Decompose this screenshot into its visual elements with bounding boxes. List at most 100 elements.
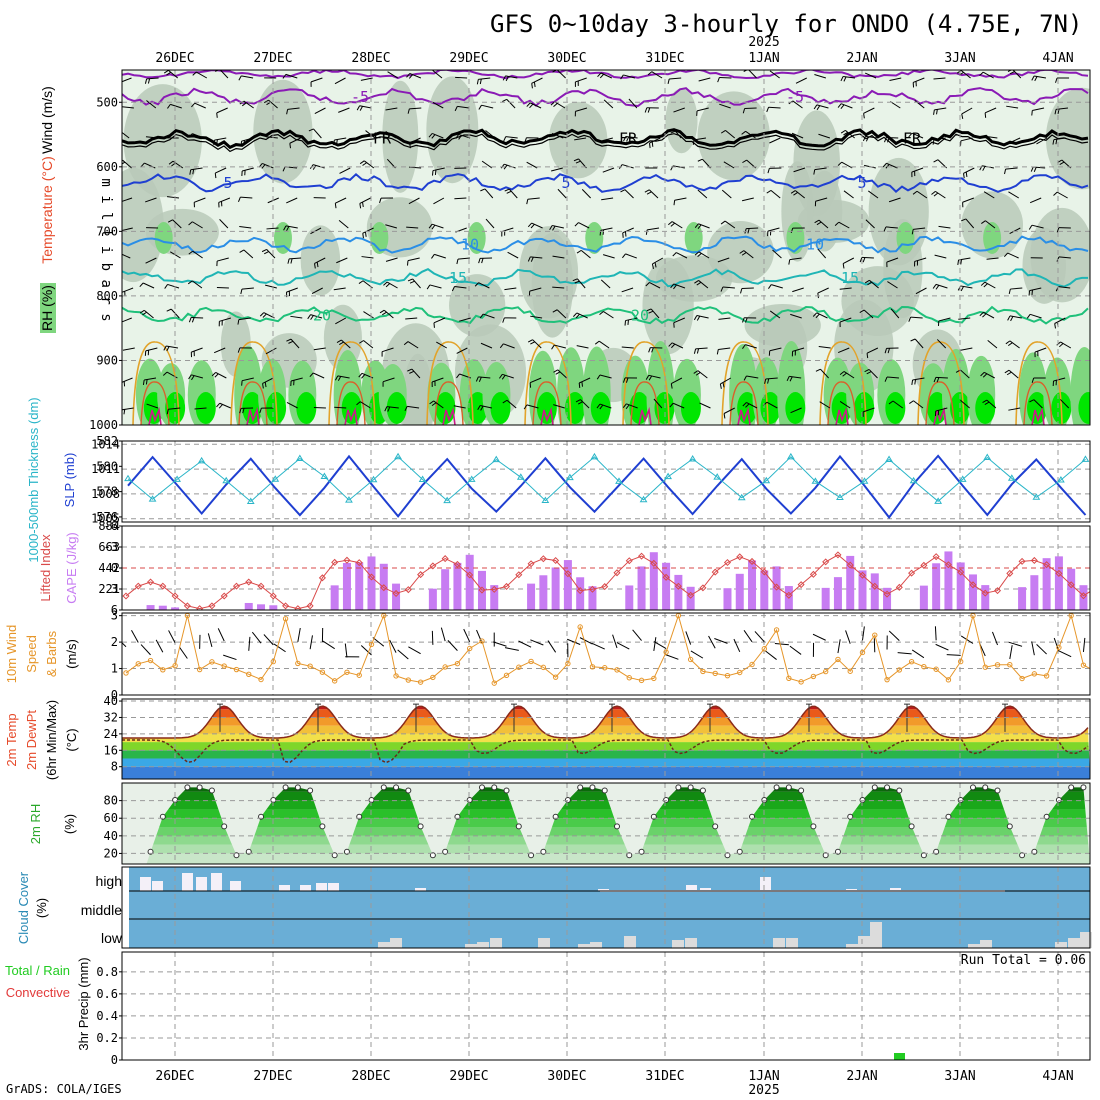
wind-barb-flag: [908, 316, 912, 322]
temp-tick-label: 32: [104, 710, 118, 724]
wind-barb-flag: [720, 286, 724, 292]
wind-barb: [409, 72, 422, 79]
wind-barb-flag: [551, 344, 555, 350]
wind-barb-flag: [529, 103, 534, 109]
wind-barb: [338, 219, 349, 229]
wind-barb-flag: [188, 374, 192, 380]
isotherm-label: 10: [806, 235, 824, 253]
wind-barb: [314, 107, 326, 114]
wind-barb: [194, 102, 206, 109]
wind-barb: [746, 375, 759, 379]
wind-barb-flag: [283, 225, 287, 231]
wind-barb: [963, 167, 975, 174]
cape-bar: [355, 562, 364, 610]
wind-barb: [719, 76, 732, 79]
wind-barb-flag: [644, 107, 648, 113]
wind-barb: [671, 377, 683, 385]
wind-barb: [653, 637, 657, 652]
wind-barb-flag: [362, 201, 364, 208]
wind-barb: [672, 402, 685, 409]
wind-barb-flag: [523, 404, 528, 410]
wind-barb-flag: [1031, 377, 1035, 383]
isotherm-line: [122, 172, 1089, 193]
thickness-point: [541, 496, 550, 504]
isotherm-label: -5: [351, 88, 369, 106]
rh2m-point: [429, 852, 436, 859]
wind10-point: [687, 656, 694, 663]
cape-tick-label: 442: [98, 561, 120, 575]
slp-thickness-panel: 576 578 580 582 1005 1008 1011 1014 1000-500mb T…: [26, 397, 1091, 563]
rh2m-point: [1068, 784, 1075, 791]
temp-tick-label: 40: [104, 694, 118, 708]
wind-barb-flag: [503, 164, 508, 170]
wind10-point: [393, 673, 399, 679]
cape-bar: [158, 605, 167, 610]
wind-barb-flag: [237, 319, 240, 325]
wind-barb: [983, 191, 995, 199]
temp-tick-label: 16: [104, 743, 118, 757]
wind-barb: [722, 286, 735, 289]
wind10-point: [417, 679, 424, 685]
wind10-point: [565, 660, 571, 667]
wind-barb-flag: [578, 382, 581, 389]
isotherm-30: [638, 406, 652, 425]
wind-barb-flag: [597, 72, 602, 78]
wind-barb: [869, 279, 879, 289]
wind-barb: [814, 167, 827, 171]
wind-barb: [518, 640, 532, 648]
wind-barb: [241, 287, 254, 290]
wind-barb-flag: [813, 104, 818, 110]
wind-barb: [407, 405, 420, 409]
wind-barb: [431, 630, 434, 645]
wind-barb-flag: [478, 104, 482, 110]
wind-barb: [557, 369, 567, 379]
thickness-point: [1057, 475, 1065, 483]
wind-barb-flag: [576, 249, 582, 254]
wind-barb-flag: [383, 281, 388, 286]
wind-barb: [651, 71, 663, 79]
wind10-point: [1056, 644, 1062, 651]
wind-barb-flag: [530, 256, 534, 262]
isotherm-label: 15: [449, 269, 467, 287]
wind-barb-flag: [865, 136, 869, 142]
wind-barb: [696, 315, 709, 319]
wind-barb: [986, 257, 999, 260]
wind-barb: [297, 627, 301, 642]
wind-barb: [122, 253, 131, 259]
wind-barb-flag: [957, 259, 960, 265]
cape-li-panel: -6 -3 0 3 6 221 442 663 884 Lifted Index CAPE (J/k…: [38, 519, 1091, 617]
rh2m-point: [638, 848, 645, 855]
cape-bar: [1030, 575, 1039, 610]
rh-blob: [885, 392, 906, 424]
wind-barb-flag: [573, 312, 578, 317]
wind-barb-flag: [720, 220, 726, 225]
wind-barb-flag: [500, 163, 505, 169]
date-label-bottom: 27DEC: [253, 1069, 292, 1084]
wind-barb-flag: [475, 376, 479, 382]
wind-barb: [192, 280, 203, 289]
cape-bar: [870, 573, 879, 610]
rh2m-tick-label: 80: [104, 794, 118, 808]
wind10-point: [258, 676, 264, 683]
wind-barb: [914, 257, 927, 262]
cloud-high-bar: [890, 888, 901, 891]
wind-barb-flag: [697, 224, 702, 230]
rh2m-point: [294, 784, 301, 791]
li-point: [1030, 556, 1038, 564]
wind-barb-flag: [814, 219, 820, 224]
wind-barb-flag: [379, 309, 385, 314]
wind-barb: [207, 633, 213, 648]
wind10-point: [712, 670, 718, 677]
thickness-point: [394, 452, 402, 460]
rh2m-point: [994, 787, 1001, 794]
wind-barb-flag: [623, 136, 627, 142]
wind-barb: [696, 107, 709, 112]
wind-barb-flag: [505, 76, 509, 82]
temp-line: [122, 705, 1089, 739]
wind-barb: [574, 137, 587, 141]
cloud-high-bar: [211, 873, 222, 891]
rh2m-point: [712, 823, 719, 830]
wind-barb: [459, 317, 471, 322]
wind-barb: [671, 221, 683, 229]
wind-barb-flag: [646, 191, 652, 195]
